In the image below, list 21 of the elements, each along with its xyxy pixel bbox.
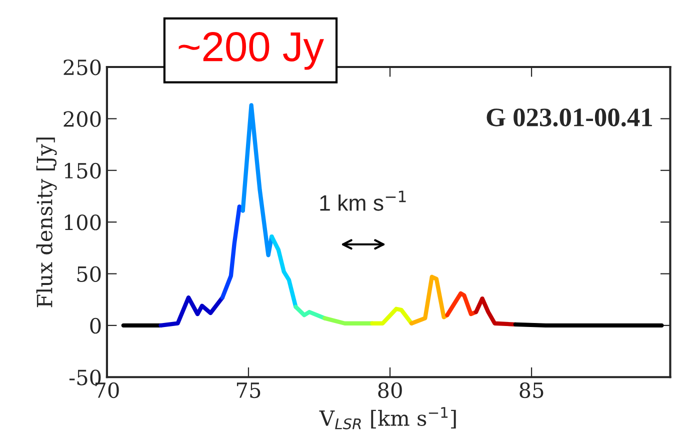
y-tick-label: 250 [64,59,101,76]
annotation: ~200 Jy [178,32,324,70]
line-series [270,234,298,309]
y-tick-label: 50 [77,266,101,282]
line-series [158,295,225,328]
annotation: 1 km s$^{−1}$ [320,190,406,211]
x-tick-label: 80 [378,382,402,398]
line-series [240,103,274,258]
line-series [474,296,518,326]
y-tick-label: 100 [64,214,101,230]
y-axis-title: Flux density [Jy] [36,138,57,308]
x-axis-title: V$_{LSR}$ [km s$^{−1}$] [319,407,456,430]
x-tick-label: 85 [520,382,544,398]
line-series [294,304,327,320]
line-series [409,274,450,326]
annotation: G 023.01-00.41 [486,108,652,126]
y-tick-label: 200 [64,111,101,127]
y-tick-label: 150 [64,162,101,179]
y-tick-label: 0 [90,318,101,334]
x-tick-label: 75 [236,382,260,398]
line-series [445,291,478,318]
